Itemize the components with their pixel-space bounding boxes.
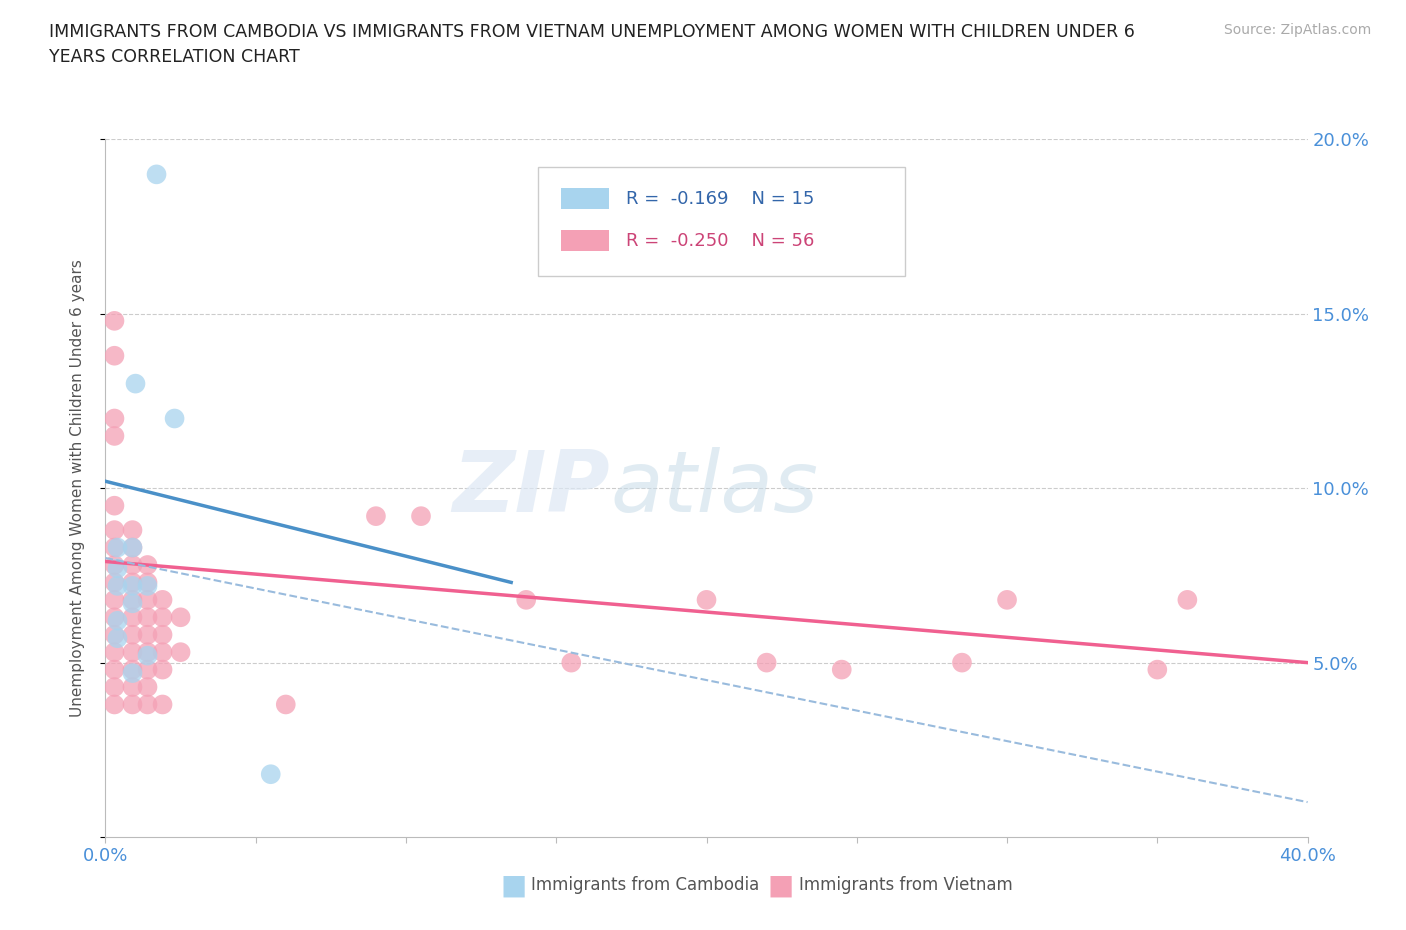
Point xyxy=(950,656,973,671)
Point xyxy=(121,596,143,611)
Point xyxy=(136,628,159,643)
Point xyxy=(103,628,125,643)
Point xyxy=(260,766,283,781)
Point xyxy=(103,313,125,328)
Text: Immigrants from Cambodia: Immigrants from Cambodia xyxy=(531,876,759,895)
Point xyxy=(121,540,143,555)
Text: ■: ■ xyxy=(768,871,793,899)
Text: ■: ■ xyxy=(501,871,526,899)
Point xyxy=(163,411,186,426)
Point xyxy=(145,167,167,182)
Point xyxy=(152,662,174,677)
Point xyxy=(169,610,191,625)
Text: Immigrants from Vietnam: Immigrants from Vietnam xyxy=(799,876,1012,895)
Point xyxy=(515,592,537,607)
Text: ZIP: ZIP xyxy=(453,446,610,530)
FancyBboxPatch shape xyxy=(561,189,609,209)
Point xyxy=(136,648,159,663)
Point xyxy=(136,558,159,573)
Text: R =  -0.169    N = 15: R = -0.169 N = 15 xyxy=(626,190,814,207)
Point xyxy=(136,644,159,659)
Point xyxy=(152,628,174,643)
Text: YEARS CORRELATION CHART: YEARS CORRELATION CHART xyxy=(49,48,299,66)
Point xyxy=(107,540,129,555)
Text: atlas: atlas xyxy=(610,446,818,530)
Point xyxy=(121,575,143,590)
Point xyxy=(152,644,174,659)
Point xyxy=(103,698,125,712)
Point xyxy=(136,610,159,625)
Text: R =  -0.250    N = 56: R = -0.250 N = 56 xyxy=(626,232,814,249)
Point xyxy=(121,644,143,659)
Point xyxy=(107,561,129,576)
Point xyxy=(103,644,125,659)
Point xyxy=(136,698,159,712)
Point xyxy=(755,656,778,671)
Point xyxy=(103,411,125,426)
Point xyxy=(121,523,143,538)
Point xyxy=(1175,592,1198,607)
Point xyxy=(121,540,143,555)
Point xyxy=(103,349,125,364)
Point xyxy=(121,592,143,607)
Text: Source: ZipAtlas.com: Source: ZipAtlas.com xyxy=(1223,23,1371,37)
Point xyxy=(103,575,125,590)
Point xyxy=(831,662,853,677)
Point xyxy=(103,498,125,513)
Point xyxy=(995,592,1018,607)
Point xyxy=(103,429,125,444)
Point xyxy=(121,628,143,643)
Point xyxy=(121,610,143,625)
Point xyxy=(121,698,143,712)
Point xyxy=(136,592,159,607)
Point xyxy=(103,558,125,573)
Point xyxy=(124,377,146,392)
Point xyxy=(364,509,387,524)
Point xyxy=(136,578,159,593)
Point xyxy=(152,610,174,625)
Point xyxy=(103,662,125,677)
Y-axis label: Unemployment Among Women with Children Under 6 years: Unemployment Among Women with Children U… xyxy=(70,259,84,717)
Point xyxy=(107,631,129,645)
Point xyxy=(121,558,143,573)
Point xyxy=(1146,662,1168,677)
Point xyxy=(136,575,159,590)
Point xyxy=(696,592,718,607)
Point xyxy=(152,592,174,607)
Point xyxy=(103,610,125,625)
Point xyxy=(169,644,191,659)
Point xyxy=(136,680,159,695)
FancyBboxPatch shape xyxy=(561,231,609,251)
Point xyxy=(121,662,143,677)
Text: IMMIGRANTS FROM CAMBODIA VS IMMIGRANTS FROM VIETNAM UNEMPLOYMENT AMONG WOMEN WIT: IMMIGRANTS FROM CAMBODIA VS IMMIGRANTS F… xyxy=(49,23,1135,41)
Point xyxy=(409,509,432,524)
Point xyxy=(103,680,125,695)
Point xyxy=(560,656,582,671)
Point xyxy=(107,614,129,629)
Point xyxy=(136,662,159,677)
Point xyxy=(103,592,125,607)
Point xyxy=(121,578,143,593)
Point xyxy=(107,578,129,593)
Point xyxy=(103,540,125,555)
FancyBboxPatch shape xyxy=(538,167,905,275)
Point xyxy=(152,698,174,712)
Point xyxy=(121,680,143,695)
Point xyxy=(274,698,297,712)
Point xyxy=(121,666,143,681)
Point xyxy=(103,523,125,538)
